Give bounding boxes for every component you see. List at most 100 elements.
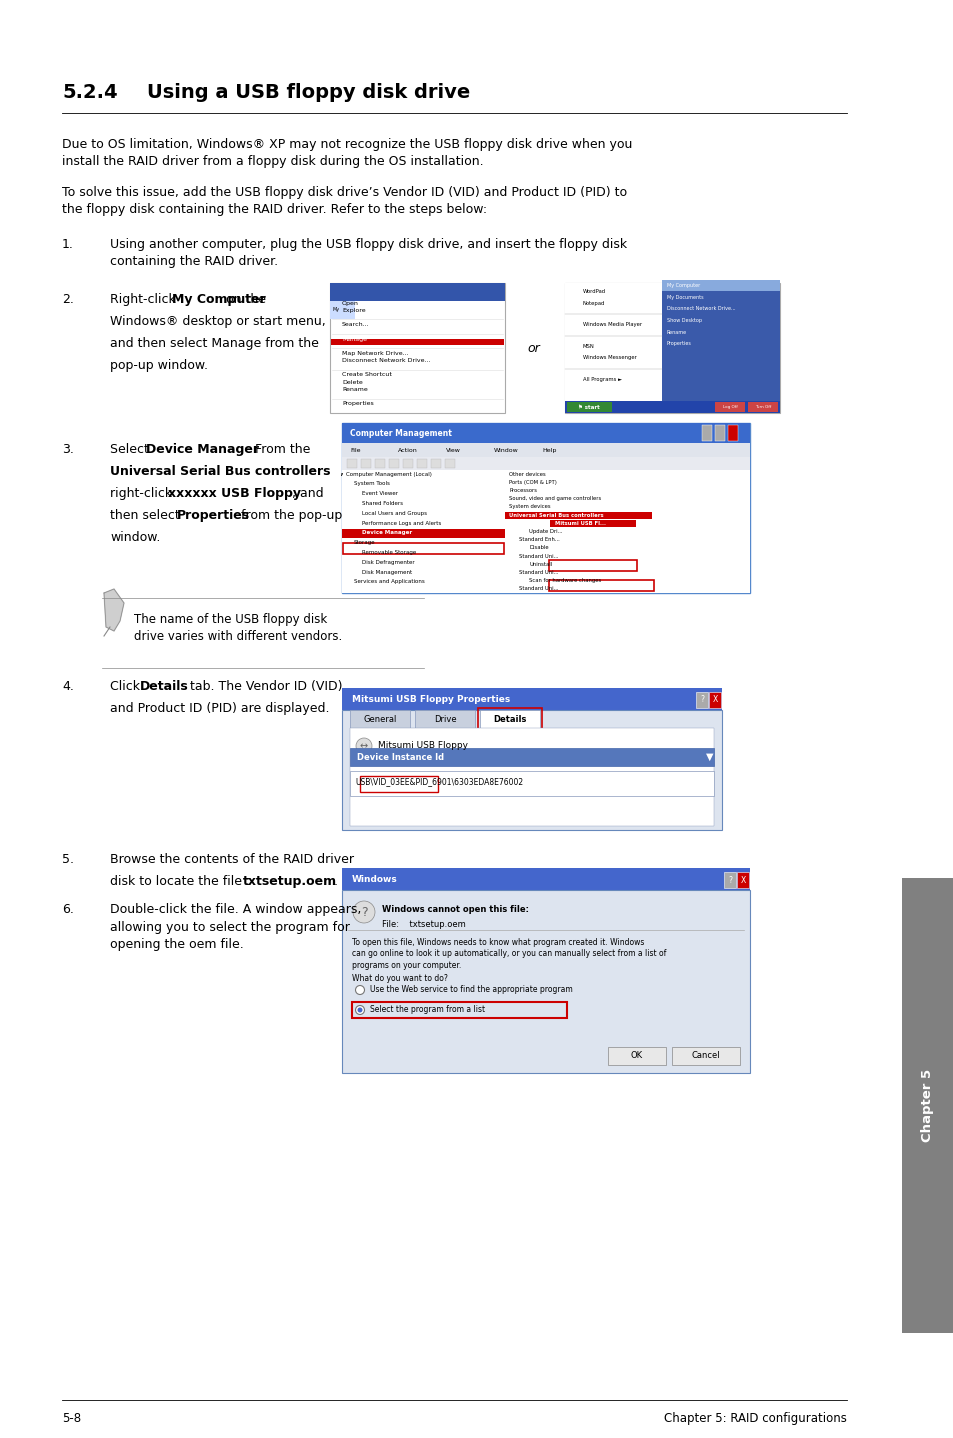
Text: 1.: 1. <box>62 239 73 252</box>
Bar <box>549 580 654 591</box>
Text: and Product ID (PID) are displayed.: and Product ID (PID) are displayed. <box>110 702 329 715</box>
Text: Use the Web service to find the appropriate program: Use the Web service to find the appropri… <box>370 985 572 995</box>
Bar <box>708 692 720 707</box>
Text: Select: Select <box>110 443 152 456</box>
Text: Right-click: Right-click <box>110 293 179 306</box>
Text: ,: , <box>339 464 344 477</box>
Text: File:    txtsetup.oem: File: txtsetup.oem <box>381 920 465 929</box>
Text: Computer Management (Local): Computer Management (Local) <box>346 472 432 476</box>
Text: Rename: Rename <box>666 329 686 335</box>
Bar <box>416 459 427 467</box>
Text: 5.: 5. <box>62 853 74 866</box>
Text: Universal Serial Bus controllers: Universal Serial Bus controllers <box>110 464 330 477</box>
Text: Performance Logs and Alerts: Performance Logs and Alerts <box>361 521 441 525</box>
Text: General: General <box>363 715 396 723</box>
Text: Windows® desktop or start menu,: Windows® desktop or start menu, <box>110 315 325 328</box>
Text: Notepad: Notepad <box>582 301 605 305</box>
Text: , and: , and <box>292 487 323 500</box>
Text: Disconnect Network Drive...: Disconnect Network Drive... <box>341 358 430 364</box>
Text: Search...: Search... <box>341 322 369 326</box>
Text: ⚑ start: ⚑ start <box>578 404 599 410</box>
Text: Using a USB floppy disk drive: Using a USB floppy disk drive <box>147 83 470 102</box>
Text: Ports (COM & LPT): Ports (COM & LPT) <box>509 480 557 485</box>
Bar <box>661 283 780 401</box>
Bar <box>341 443 749 457</box>
Text: ?: ? <box>360 906 367 919</box>
Text: The name of the USB floppy disk
drive varies with different vendors.: The name of the USB floppy disk drive va… <box>133 613 342 643</box>
Text: View: View <box>446 447 460 453</box>
Text: Open: Open <box>341 301 358 305</box>
Text: Details: Details <box>493 715 526 723</box>
Text: disk to locate the file: disk to locate the file <box>110 874 246 889</box>
Text: and then select Manage from the: and then select Manage from the <box>110 336 318 349</box>
Text: Help: Help <box>541 447 556 453</box>
Text: right-click: right-click <box>110 487 176 500</box>
Bar <box>402 459 413 467</box>
Text: ↔: ↔ <box>359 741 368 751</box>
Bar <box>479 710 539 728</box>
Bar <box>389 459 398 467</box>
Text: Standard Enh...: Standard Enh... <box>518 538 559 542</box>
Text: Device Instance Id: Device Instance Id <box>356 752 444 762</box>
Text: Other devices: Other devices <box>509 472 545 476</box>
Bar <box>330 283 504 301</box>
Text: My Documents: My Documents <box>666 295 702 301</box>
Text: Click: Click <box>110 680 144 693</box>
Circle shape <box>355 738 372 754</box>
Text: My Computer: My Computer <box>172 293 266 306</box>
Bar <box>341 423 749 443</box>
Text: Local Users and Groups: Local Users and Groups <box>361 510 427 516</box>
Bar <box>550 521 636 528</box>
Text: Storage: Storage <box>354 541 375 545</box>
Text: Select the program from a list: Select the program from a list <box>370 1005 485 1014</box>
Text: Map Network Drive...: Map Network Drive... <box>341 351 408 355</box>
Text: Update Dri...: Update Dri... <box>529 529 562 533</box>
Bar <box>352 1002 566 1018</box>
Bar <box>350 710 410 728</box>
Text: then select: then select <box>110 509 184 522</box>
Polygon shape <box>104 590 124 631</box>
Text: Windows: Windows <box>352 874 397 883</box>
Text: Cancel: Cancel <box>691 1051 720 1060</box>
Text: 4.: 4. <box>62 680 73 693</box>
Text: Processors: Processors <box>509 487 537 493</box>
Bar <box>714 403 744 413</box>
Bar <box>341 457 749 470</box>
Text: Log Off: Log Off <box>721 406 737 408</box>
Bar <box>341 529 505 538</box>
Text: Turn Off: Turn Off <box>754 406 770 408</box>
Bar <box>341 710 721 830</box>
Bar <box>564 283 661 401</box>
Text: Windows Messenger: Windows Messenger <box>582 355 637 360</box>
Text: File: File <box>350 447 360 453</box>
Bar <box>431 459 440 467</box>
Bar <box>723 871 735 889</box>
Bar <box>737 871 748 889</box>
Bar <box>549 559 637 571</box>
Text: Windows Media Player: Windows Media Player <box>582 322 641 326</box>
Bar <box>477 707 541 731</box>
Text: Disk Management: Disk Management <box>361 569 412 575</box>
Text: Event Viewer: Event Viewer <box>361 492 397 496</box>
Text: Properties: Properties <box>177 509 250 522</box>
Text: tab. The Vendor ID (VID): tab. The Vendor ID (VID) <box>186 680 342 693</box>
Text: ▼: ▼ <box>705 752 713 762</box>
Text: To solve this issue, add the USB floppy disk drive’s Vendor ID (VID) and Product: To solve this issue, add the USB floppy … <box>62 186 626 217</box>
Bar <box>714 426 724 441</box>
Text: My: My <box>333 308 340 312</box>
Circle shape <box>353 902 375 923</box>
Text: Drive: Drive <box>434 715 456 723</box>
Text: Mitsumi USB Fl...: Mitsumi USB Fl... <box>555 521 605 526</box>
Bar <box>564 283 780 413</box>
Bar <box>415 710 475 728</box>
Bar <box>444 459 455 467</box>
Circle shape <box>357 1008 362 1012</box>
Text: 5-8: 5-8 <box>62 1412 81 1425</box>
Text: X: X <box>740 876 745 884</box>
Text: 2.: 2. <box>62 293 73 306</box>
Text: Explore: Explore <box>341 308 365 312</box>
Text: pop-up window.: pop-up window. <box>110 360 208 372</box>
Text: Create Shortcut: Create Shortcut <box>341 372 392 378</box>
Bar <box>341 687 721 710</box>
Text: System Tools: System Tools <box>354 482 390 486</box>
